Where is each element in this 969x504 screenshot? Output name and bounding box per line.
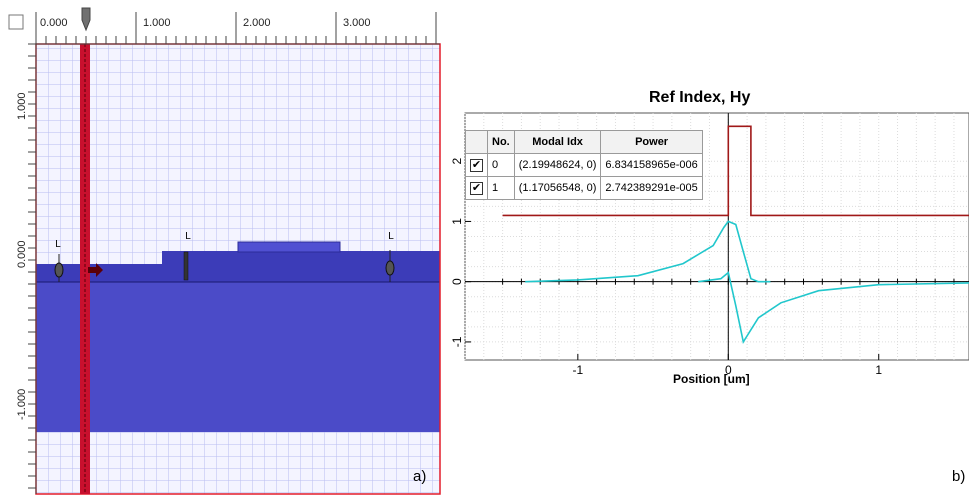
y-tick-label: -1 [450, 336, 464, 347]
probe-marker-2[interactable]: L [183, 231, 191, 281]
top-ruler-label-0: 0.000 [40, 17, 68, 29]
series-line-1 [525, 220, 771, 283]
probe-label-3: L [388, 231, 394, 242]
mode-power: 2.742389291e-005 [600, 176, 703, 200]
top-ruler-ticks [35, 12, 437, 44]
mode-no: 0 [487, 153, 515, 177]
direction-arrow-icon[interactable] [88, 263, 103, 277]
mode-table[interactable]: No. Modal Idx Power ✔ 0 (2.19948624, 0) … [465, 130, 703, 200]
y-tick-label: 2 [450, 158, 464, 165]
probe-marker-1[interactable]: L [54, 239, 64, 282]
y-tick-label: 1 [450, 218, 464, 225]
table-row[interactable]: ✔ 1 (1.17056548, 0) 2.742389291e-005 [465, 176, 703, 200]
top-ruler-label-2: 2.000 [243, 17, 271, 29]
header-select [465, 130, 488, 154]
table-row[interactable]: ✔ 0 (2.19948624, 0) 6.834158965e-006 [465, 153, 703, 177]
panel-label-b: b) [952, 468, 966, 485]
mode-checkbox-1[interactable]: ✔ [470, 181, 483, 195]
mode-modal-idx: (2.19948624, 0) [513, 153, 602, 177]
waveguide-main[interactable] [162, 251, 440, 282]
upper-cladding[interactable] [237, 241, 341, 253]
mode-plot-panel: Ref Index, Hy -1 0 1 -1 0 1 2 Position [um] No… [445, 0, 969, 499]
panel-label-a: a) [413, 468, 427, 485]
x-tick-label: -1 [572, 363, 583, 377]
left-ruler-label-2: -1.000 [16, 389, 28, 420]
probe-label-2: L [185, 231, 191, 242]
series-line-0 [502, 125, 969, 217]
probe-label-1: L [55, 239, 61, 250]
mode-no: 1 [487, 176, 515, 200]
series-line-2 [698, 271, 969, 345]
header-power: Power [600, 130, 703, 154]
top-ruler-label-1: 1.000 [143, 17, 171, 29]
chart-series [502, 125, 969, 345]
x-tick-label: 1 [875, 363, 882, 377]
probe-marker-3[interactable]: L [385, 231, 395, 282]
layout-editor-panel[interactable]: L L L 0.000 1.000 2.000 3.000 1.000 0.00… [0, 0, 445, 499]
mode-power: 6.834158965e-006 [600, 153, 703, 177]
mode-table-header: No. Modal Idx Power [465, 130, 703, 154]
mode-modal-idx: (1.17056548, 0) [513, 176, 602, 200]
header-no: No. [487, 130, 515, 154]
x-axis-label: Position [um] [673, 372, 750, 386]
left-ruler-label-0: 1.000 [16, 92, 28, 120]
position-marker[interactable] [81, 7, 91, 32]
top-ruler-label-3: 3.000 [343, 17, 371, 29]
corner-box[interactable] [8, 14, 24, 30]
x-tick-label: 0 [725, 363, 732, 377]
header-modal-idx: Modal Idx [513, 130, 602, 154]
mode-checkbox-0[interactable]: ✔ [470, 158, 483, 172]
top-ruler[interactable] [0, 0, 445, 44]
left-ruler-label-1: 0.000 [16, 240, 28, 268]
layout-canvas[interactable]: L L L 0.000 1.000 2.000 3.000 1.000 0.00… [0, 0, 445, 499]
left-ruler-ticks [28, 43, 36, 489]
substrate-layer[interactable] [36, 282, 440, 432]
chart-title: Ref Index, Hy [649, 89, 751, 106]
y-tick-label: 0 [450, 278, 464, 285]
